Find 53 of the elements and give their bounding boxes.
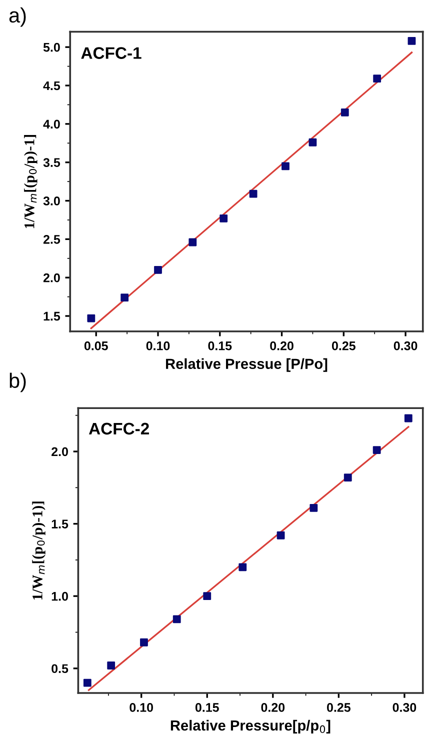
- point: [404, 414, 412, 422]
- point: [282, 162, 290, 170]
- point: [308, 138, 317, 146]
- y-tick-label: 3.0: [43, 196, 60, 206]
- point: [120, 294, 129, 302]
- y-axis-title: 1/W$_{m}$[(p$_{0}$/p)-1]: [24, 135, 38, 228]
- annotation: ACFC-1: [81, 47, 142, 59]
- x-tick-label: 0.30: [392, 703, 416, 712]
- point: [87, 314, 96, 322]
- point: [238, 563, 247, 572]
- point: [372, 446, 381, 454]
- point: [310, 504, 318, 512]
- y-tick-label: 1.0: [52, 592, 68, 601]
- x-tick-label: 0.30: [394, 341, 418, 350]
- point: [340, 108, 349, 116]
- point: [107, 662, 116, 670]
- x-tick-label: 0.15: [195, 703, 219, 712]
- x-tick-label: 0.10: [130, 703, 153, 712]
- y-axis-title: 1/W$_{m}$[(p$_{0}$/p)-1)]: [32, 502, 46, 600]
- point: [188, 238, 197, 246]
- y-tick-label: 2.0: [52, 447, 68, 456]
- point: [249, 190, 258, 198]
- x-axis-title: Relative Pressue [P/Po]: [166, 358, 328, 372]
- x-tick-label: 0.05: [84, 341, 108, 350]
- y-tick-label: 1.5: [44, 312, 60, 321]
- point: [203, 592, 212, 600]
- y-tick-label: 2.0: [43, 273, 60, 282]
- x-tick-label: 0.10: [146, 341, 170, 350]
- annotation: ACFC-2: [88, 422, 149, 435]
- x-axis-title: Relative Pressure[p/p$_{0}$]: [170, 720, 330, 734]
- text: a): [9, 7, 26, 27]
- point: [154, 266, 162, 274]
- point: [172, 615, 181, 624]
- x-tick-label: 0.20: [270, 341, 294, 350]
- y-tick-label: 4.5: [43, 81, 60, 90]
- point: [344, 474, 352, 482]
- text: b): [10, 372, 26, 392]
- y-tick-label: 3.5: [43, 158, 60, 168]
- y-tick-label: 0.5: [52, 664, 68, 674]
- y-tick-label: 5.0: [43, 42, 60, 52]
- y-tick-label: 1.5: [52, 520, 68, 528]
- point: [373, 74, 382, 83]
- point: [408, 37, 416, 45]
- point: [220, 214, 228, 222]
- x-tick-label: 0.15: [208, 341, 232, 350]
- point: [83, 678, 92, 687]
- x-tick-label: 0.25: [332, 341, 356, 350]
- y-tick-label: 4.0: [43, 120, 60, 129]
- y-tick-label: 2.5: [43, 234, 60, 244]
- point: [140, 638, 148, 646]
- x-tick-label: 0.25: [327, 703, 350, 712]
- x-tick-label: 0.20: [261, 703, 285, 712]
- point: [276, 531, 285, 540]
